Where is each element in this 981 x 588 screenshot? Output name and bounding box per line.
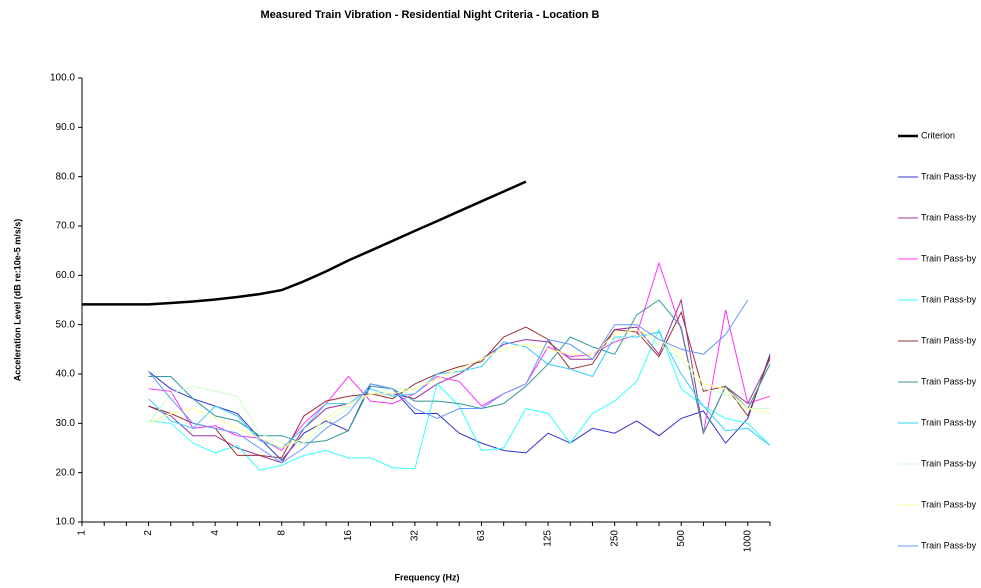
y-tick-label: 70.0 [56, 221, 76, 232]
legend-label: Train Pass-by [921, 212, 977, 222]
series-line [148, 329, 771, 449]
x-tick-label: 1 [77, 530, 88, 536]
x-tick-label: 1000 [742, 530, 753, 553]
y-tick-label: 80.0 [56, 171, 76, 182]
legend-label: Train Pass-by [921, 540, 977, 550]
y-tick-label: 90.0 [56, 122, 76, 133]
y-tick-label: 40.0 [56, 369, 76, 380]
y-tick-label: 10.0 [56, 517, 76, 528]
x-tick-label: 500 [676, 530, 687, 547]
x-tick-label: 16 [343, 530, 354, 542]
legend-label: Train Pass-by [921, 253, 977, 263]
series-line [148, 354, 771, 462]
legend-label: Train Pass-by [921, 376, 977, 386]
series-line [148, 310, 771, 459]
legend-label: Train Pass-by [921, 417, 977, 427]
legend-label: Train Pass-by [921, 294, 977, 304]
series-line [148, 299, 771, 444]
y-tick-label: 60.0 [56, 270, 76, 281]
y-tick-label: 100.0 [50, 73, 75, 84]
x-tick-label: 125 [543, 530, 554, 547]
chart-title: Measured Train Vibration - Residential N… [260, 9, 599, 21]
y-tick-label: 30.0 [56, 418, 76, 429]
series-line [82, 180, 527, 306]
y-axis-title: Acceleration Level (dB re:10e-5 m/s/s) [12, 219, 22, 382]
legend-label: Train Pass-by [921, 499, 977, 509]
legend-label: Train Pass-by [921, 335, 977, 345]
series-line [148, 331, 771, 449]
series-line [148, 261, 771, 452]
y-tick-label: 50.0 [56, 319, 76, 330]
series-line [148, 298, 771, 464]
x-axis-title: Frequency (Hz) [394, 572, 459, 582]
y-tick-label: 20.0 [56, 467, 76, 478]
x-tick-label: 250 [609, 530, 620, 547]
x-tick-label: 8 [276, 530, 287, 536]
series-line [148, 299, 749, 464]
x-tick-label: 2 [143, 530, 154, 536]
x-tick-label: 32 [410, 530, 421, 542]
x-tick-label: 63 [476, 530, 487, 542]
legend-label: Train Pass-by [921, 458, 977, 468]
legend-label: Criterion [921, 130, 955, 140]
legend-label: Train Pass-by [921, 171, 977, 181]
x-tick-label: 4 [210, 530, 221, 536]
